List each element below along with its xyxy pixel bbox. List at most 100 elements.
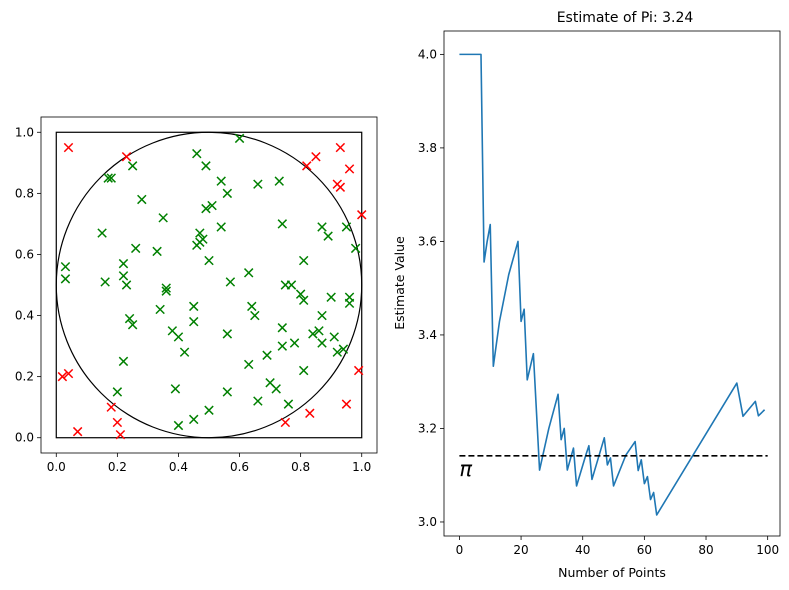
x-tick-label: 0.2 [108, 460, 127, 474]
x-tick-label: 40 [575, 543, 590, 557]
inside-point [341, 222, 352, 232]
inside-point [298, 255, 309, 266]
outside-point [341, 399, 352, 409]
inside-point [152, 246, 162, 257]
x-tick-label: 1.0 [352, 460, 371, 474]
inside-point [225, 277, 236, 287]
y-tick-label: 0.0 [15, 431, 34, 445]
inside-point [155, 304, 165, 315]
inside-point [286, 280, 297, 290]
inside-point [188, 316, 199, 327]
outside-point [115, 429, 126, 440]
left-plot: 0.0 0.2 0.4 0.6 0.8 1.0 0.0 0.2 0.4 0.6 0.8 1.0 [15, 116, 378, 474]
x-tick-label: 0.6 [230, 460, 249, 474]
inside-point [250, 310, 260, 321]
x-tick-label: 0.8 [291, 460, 310, 474]
inside-point [332, 347, 343, 357]
outside-point [335, 182, 346, 192]
inside-point [100, 277, 110, 287]
inside-point [216, 222, 226, 232]
y-tick-label: 3.8 [418, 141, 437, 155]
y-tick-label: 0.2 [15, 370, 34, 384]
inside-point [173, 420, 184, 431]
outside-point [353, 365, 364, 376]
inside-point [323, 231, 333, 241]
inside-point [222, 387, 233, 397]
outside-point [356, 210, 367, 220]
inside-point [298, 295, 309, 306]
inside-point [243, 359, 254, 370]
inside-point [158, 213, 168, 223]
inside-point [277, 219, 288, 229]
inside-point [204, 405, 214, 415]
inside-point [271, 384, 281, 394]
outside-point [72, 426, 83, 437]
inside-point [112, 387, 123, 397]
inside-point [295, 289, 306, 299]
inside-point [161, 286, 171, 296]
right-plot: Estimate of Pi: 3.24 π 0 20 40 60 80 100 3.0 3.… [392, 10, 781, 580]
x-tick-label: 100 [756, 543, 779, 557]
left-plot-ticks: 0.0 0.2 0.4 0.6 0.8 1.0 0.0 0.2 0.4 0.6 0.8 1.0 [15, 125, 371, 474]
inside-point [121, 280, 132, 290]
inside-point [234, 133, 245, 144]
inside-point [103, 173, 113, 183]
outside-point [302, 161, 312, 171]
right-plot-ylabel: Estimate Value [392, 236, 407, 330]
inside-point [201, 161, 211, 171]
y-tick-label: 0.8 [15, 186, 34, 200]
outside-point [112, 417, 123, 428]
inside-point [60, 261, 71, 272]
right-plot-title: Estimate of Pi: 3.24 [557, 10, 694, 26]
y-tick-label: 4.0 [418, 47, 437, 61]
inside-point [222, 188, 233, 199]
inside-point [317, 310, 327, 321]
inside-point [247, 301, 257, 312]
outside-point [63, 368, 74, 379]
x-tick-label: 80 [698, 543, 713, 557]
inside-point [161, 283, 171, 293]
inside-point [338, 344, 349, 354]
inside-point [326, 292, 336, 302]
inside-point [277, 323, 288, 333]
inside-point [173, 332, 184, 342]
inside-point [130, 243, 141, 254]
y-tick-label: 3.0 [418, 515, 437, 529]
inside-point [188, 301, 199, 312]
x-tick-label: 0.0 [47, 460, 66, 474]
outside-point [344, 164, 355, 174]
y-tick-label: 1.0 [15, 125, 34, 139]
inside-point [329, 332, 339, 342]
inside-point [274, 176, 284, 186]
x-tick-label: 0.4 [169, 460, 188, 474]
inside-point [118, 356, 129, 367]
outside-point [280, 417, 291, 428]
inside-point [198, 234, 208, 244]
x-tick-label: 20 [513, 543, 528, 557]
right-plot-marks: π [459, 53, 768, 516]
inside-point [127, 319, 138, 330]
inside-point [170, 384, 181, 394]
inside-point [216, 176, 226, 186]
inside-point [127, 161, 138, 171]
x-tick-label: 60 [637, 543, 652, 557]
outside-point [305, 408, 315, 419]
inside-point [222, 329, 233, 339]
inside-point [106, 173, 116, 183]
inside-point [118, 271, 129, 281]
inside-point [118, 258, 129, 269]
y-tick-label: 3.6 [418, 234, 437, 248]
outside-point [121, 151, 132, 162]
inside-point [124, 313, 135, 324]
inside-point [243, 268, 254, 278]
estimate-line [459, 53, 766, 516]
inside-point [207, 200, 217, 211]
inside-point [188, 414, 199, 425]
inside-point [298, 365, 309, 376]
y-tick-label: 0.4 [15, 309, 34, 323]
inside-point [277, 341, 288, 351]
y-tick-label: 0.6 [15, 247, 34, 261]
pi-reference-label: π [459, 457, 472, 481]
inside-point [317, 222, 327, 232]
